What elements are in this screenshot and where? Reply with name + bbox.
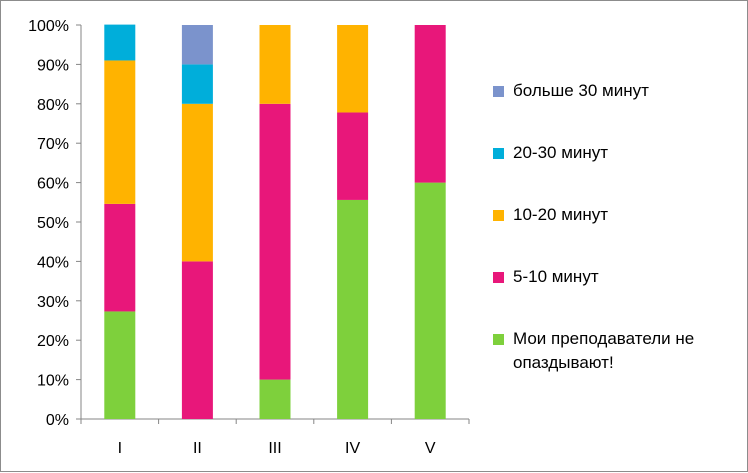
bar-segment — [337, 112, 369, 200]
bar-segment — [259, 25, 291, 104]
bar-segment — [181, 25, 213, 65]
x-tick-label: III — [268, 440, 281, 457]
bar-segment — [104, 311, 136, 419]
bar-segment — [181, 103, 213, 262]
bar-segment — [104, 24, 136, 61]
y-tick-label: 90% — [37, 57, 69, 74]
legend-item: 10-20 минут — [493, 203, 743, 227]
legend-swatch — [493, 334, 504, 345]
x-tick-label: IV — [345, 440, 360, 457]
legend-swatch — [493, 86, 504, 97]
y-tick-label: 60% — [37, 176, 69, 193]
y-tick-label: 30% — [37, 294, 69, 311]
y-tick-label: 100% — [28, 18, 69, 35]
legend-label: 10-20 минут — [513, 205, 609, 224]
bar-segment — [337, 25, 369, 113]
legend-item: 5-10 минут — [493, 265, 743, 289]
bar-segment — [104, 203, 136, 312]
bar-segment — [181, 64, 213, 104]
y-tick-label: 40% — [37, 254, 69, 271]
bar-segment — [259, 379, 291, 419]
y-tick-label: 20% — [37, 333, 69, 350]
bar-segment — [259, 103, 291, 380]
x-tick-label: I — [118, 440, 122, 457]
legend: больше 30 минут 20-30 минут 10-20 минут 5-1… — [493, 79, 743, 375]
legend-label: Мои преподаватели не опаздывают! — [513, 329, 695, 372]
legend-item: Мои преподаватели не опаздывают! — [493, 327, 743, 375]
legend-swatch — [493, 210, 504, 221]
x-tick-label: V — [425, 440, 436, 457]
y-tick-label: 0% — [46, 412, 69, 429]
legend-label: 20-30 минут — [513, 143, 609, 162]
x-tick-label: II — [193, 440, 202, 457]
legend-item: 20-30 минут — [493, 141, 743, 165]
bar-segment — [337, 199, 369, 419]
legend-label: 5-10 минут — [513, 267, 599, 286]
legend-swatch — [493, 148, 504, 159]
y-tick-label: 50% — [37, 215, 69, 232]
y-tick-label: 10% — [37, 373, 69, 390]
y-tick-label: 70% — [37, 136, 69, 153]
bar-segment — [104, 60, 136, 204]
bar-segment — [414, 25, 446, 183]
legend-swatch — [493, 272, 504, 283]
legend-label: больше 30 минут — [513, 81, 649, 100]
legend-item: больше 30 минут — [493, 79, 743, 103]
bar-segment — [414, 182, 446, 419]
bar-segment — [181, 261, 213, 419]
y-tick-label: 80% — [37, 97, 69, 114]
